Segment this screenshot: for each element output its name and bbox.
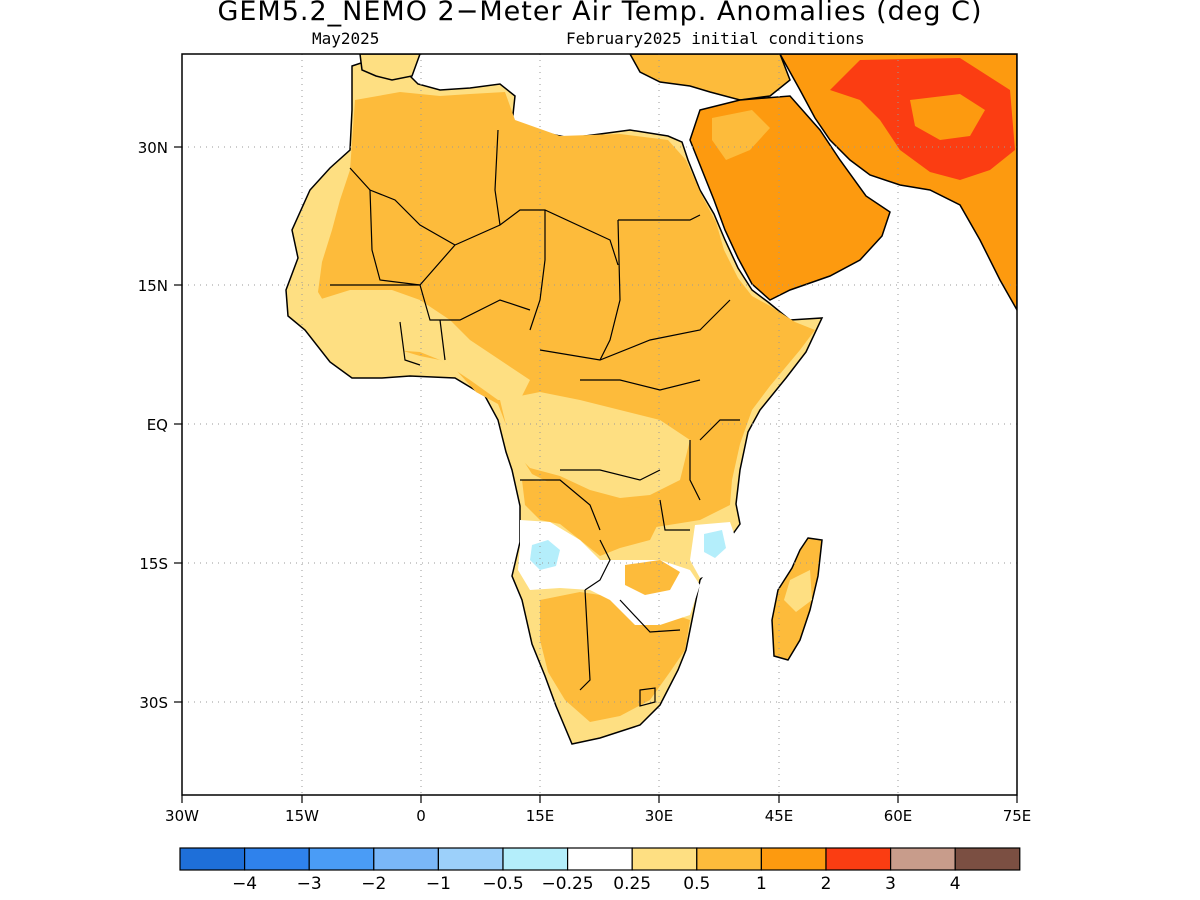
x-tick-label: 75E <box>1003 807 1032 825</box>
colorbar <box>179 847 1021 871</box>
colorbar-swatch <box>244 847 310 871</box>
colorbar-swatch <box>954 847 1021 871</box>
map-content <box>182 54 1017 795</box>
colorbar-label: 4 <box>950 874 961 894</box>
colorbar-label: −1 <box>426 874 451 894</box>
x-tick-label: 60E <box>884 807 913 825</box>
colorbar-swatch <box>760 847 827 871</box>
anomaly-0.5to1-congo-patch <box>500 392 690 498</box>
chart-title: GEM5.2_NEMO 2−Meter Air Temp. Anomalies … <box>217 0 983 27</box>
y-axis-labels: 30N 15N EQ 15S 30S <box>138 139 168 712</box>
x-axis-labels: 30W 15W 0 15E 30E 45E 60E 75E <box>165 807 1031 825</box>
y-tick-label: 30S <box>139 694 168 712</box>
anomaly-1to2-angola <box>522 480 660 556</box>
arabia-lighter-patch <box>712 110 770 160</box>
colorbar-swatch <box>566 847 633 871</box>
anomaly-neg-mozambique <box>704 530 726 558</box>
y-tick-label: EQ <box>147 416 168 434</box>
colorbar-label: 3 <box>885 874 896 894</box>
x-tick-label: 30W <box>165 807 199 825</box>
y-tick-label: 15S <box>139 555 168 573</box>
madagascar-light-patch <box>784 570 812 612</box>
colorbar-label: 0.5 <box>683 874 710 894</box>
anomaly-neg-angola <box>530 540 560 570</box>
initial-conditions-label: February2025 initial conditions <box>566 29 865 48</box>
colorbar-label: 0.25 <box>613 874 651 894</box>
colorbar-label: 2 <box>821 874 832 894</box>
x-tick-label: 15E <box>526 807 555 825</box>
anomaly-neutral-zone <box>518 520 700 625</box>
colorbar-swatch <box>825 847 892 871</box>
colorbar-swatch <box>179 847 246 871</box>
axis-ticks <box>174 146 1018 803</box>
anomaly-0.5to1-sahel-patch <box>318 290 530 400</box>
colorbar-swatch <box>889 847 956 871</box>
colorbar-swatch <box>437 847 504 871</box>
colorbar-label: −0.5 <box>482 874 523 894</box>
country-borders <box>330 129 740 707</box>
anomaly-1to2-north-africa <box>318 92 815 528</box>
x-tick-label: 45E <box>765 807 794 825</box>
colorbar-label: −0.25 <box>542 874 594 894</box>
x-tick-label: 15W <box>285 807 319 825</box>
colorbar-labels: −4 −3 −2 −1 −0.5 −0.25 0.25 0.5 1 2 3 4 <box>232 874 961 894</box>
y-tick-label: 15N <box>138 277 168 295</box>
colorbar-swatch <box>502 847 569 871</box>
colorbar-swatch <box>696 847 762 871</box>
forecast-month-label: May2025 <box>312 29 380 48</box>
y-tick-label: 30N <box>138 139 168 157</box>
colorbar-label: 1 <box>756 874 767 894</box>
anomaly-1to2-inner-iran <box>910 94 985 140</box>
colorbar-label: −2 <box>361 874 386 894</box>
eastern-mediterranean <box>629 54 791 101</box>
colorbar-swatch <box>373 847 439 871</box>
colorbar-label: −4 <box>232 874 257 894</box>
southern-europe <box>359 54 421 81</box>
colorbar-swatch <box>308 847 375 871</box>
anomaly-pos-zambia-patch <box>625 560 680 595</box>
colorbar-swatch <box>631 847 698 871</box>
colorbar-label: −3 <box>297 874 322 894</box>
x-tick-label: 0 <box>416 807 426 825</box>
x-tick-label: 30E <box>645 807 674 825</box>
